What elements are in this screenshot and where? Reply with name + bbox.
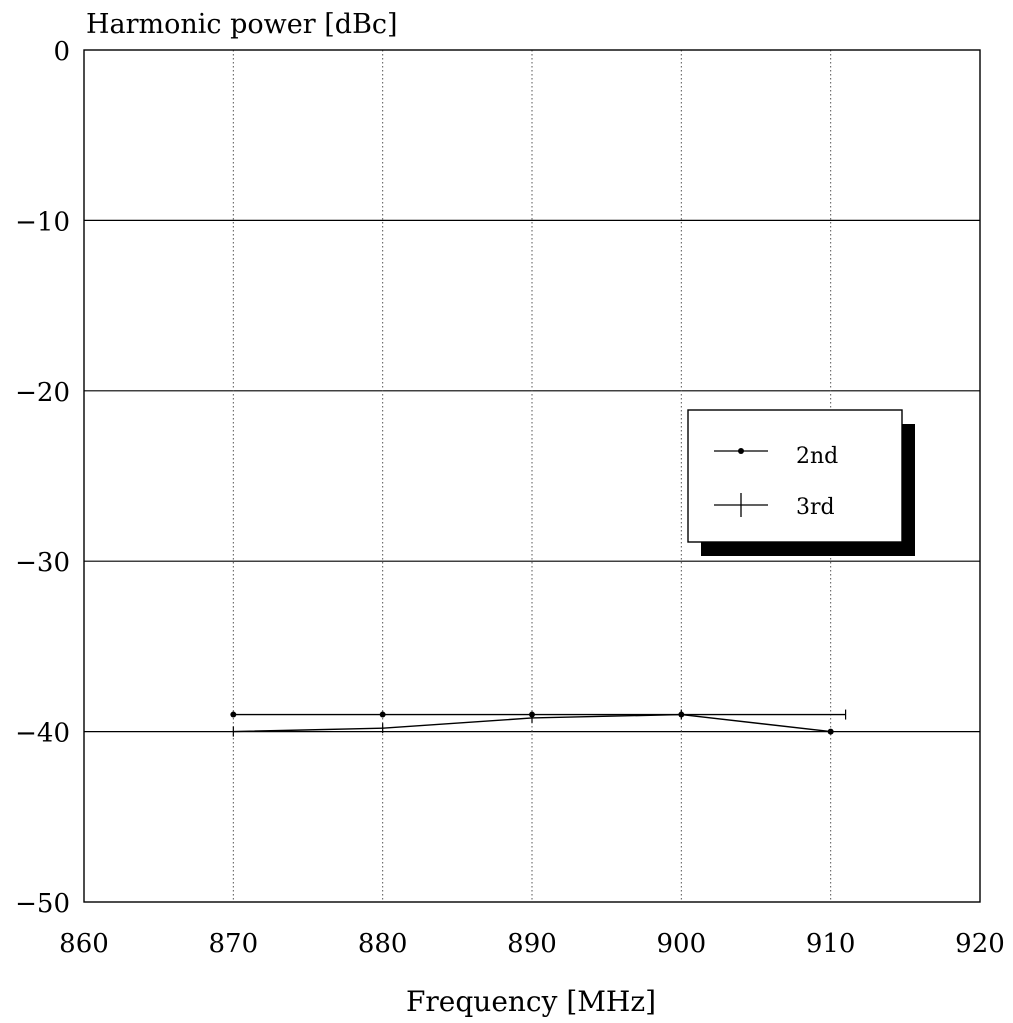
x-tick-label: 870 xyxy=(209,929,259,959)
y-tick-label: −10 xyxy=(15,207,70,237)
x-tick-label: 860 xyxy=(59,929,109,959)
x-axis-label: Frequency [MHz] xyxy=(406,985,656,1018)
y-tick-label: −20 xyxy=(15,378,70,408)
legend: 2nd 3rd xyxy=(687,409,915,556)
y-axis-label: Harmonic power [dBc] xyxy=(86,9,398,40)
data-point-2nd xyxy=(379,711,386,718)
legend-label-3rd: 3rd xyxy=(796,495,835,520)
plot-area-frame xyxy=(83,49,981,903)
x-tick-label: 880 xyxy=(358,929,408,959)
x-tick-label: 920 xyxy=(955,929,1005,959)
x-tick-label: 900 xyxy=(657,929,707,959)
y-tick-label: −40 xyxy=(15,719,70,749)
x-tick-label: 910 xyxy=(806,929,856,959)
y-tick-label: −50 xyxy=(15,889,70,919)
data-point-2nd xyxy=(230,711,237,718)
legend-marker-2nd xyxy=(738,448,744,454)
legend-box xyxy=(687,409,903,543)
tick-labels: 0 −10 −20 −30 −40 −50 860 870 880 890 900 910 920 xyxy=(15,37,1005,959)
y-tick-label: 0 xyxy=(53,37,70,67)
x-tick-label: 890 xyxy=(507,929,557,959)
series-layer xyxy=(230,709,847,737)
data-point-2nd xyxy=(827,728,834,735)
legend-label-2nd: 2nd xyxy=(796,444,838,469)
y-tick-label: −30 xyxy=(15,548,70,578)
